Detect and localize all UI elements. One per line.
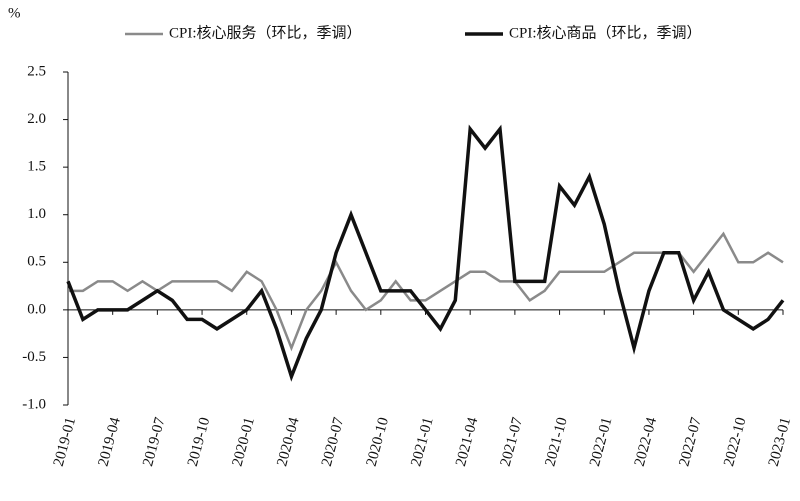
y-tick-label: 0.0	[27, 301, 46, 317]
x-tick-label: 2020-10	[364, 416, 392, 468]
legend-label: CPI:核心服务（环比，季调）	[169, 24, 362, 41]
y-tick-label: 0.5	[27, 254, 46, 270]
x-tick-label: 2019-10	[185, 416, 213, 468]
y-tick-label: -0.5	[22, 349, 46, 365]
x-tick-label: 2022-10	[721, 416, 749, 468]
y-tick-label: 2.5	[27, 63, 46, 79]
x-tick-label: 2021-10	[542, 416, 570, 468]
y-tick-label: 2.0	[27, 111, 46, 127]
y-tick-label: 1.5	[27, 159, 46, 175]
series-line	[66, 124, 785, 382]
x-tick-label: 2023-01	[766, 416, 794, 468]
x-tick-label: 2022-04	[632, 415, 661, 468]
x-tick-label: 2022-01	[587, 416, 615, 468]
y-unit: %	[8, 5, 21, 21]
x-tick-label: 2021-07	[498, 415, 527, 468]
x-tick-label: 2020-07	[319, 415, 348, 468]
x-tick-label: 2019-01	[51, 416, 79, 468]
x-tick-label: 2020-04	[274, 415, 303, 468]
y-tick-label: -1.0	[22, 396, 46, 412]
x-tick-label: 2021-04	[453, 415, 482, 468]
legend-label: CPI:核心商品（环比，季调）	[509, 24, 702, 41]
y-tick-label: 1.0	[27, 206, 46, 222]
series-line	[68, 231, 784, 352]
x-tick-label: 2021-01	[408, 416, 436, 468]
x-tick-label: 2019-07	[140, 415, 169, 468]
x-tick-label: 2022-07	[676, 415, 705, 468]
x-tick-label: 2020-01	[230, 416, 258, 468]
x-tick-label: 2019-04	[95, 415, 124, 468]
